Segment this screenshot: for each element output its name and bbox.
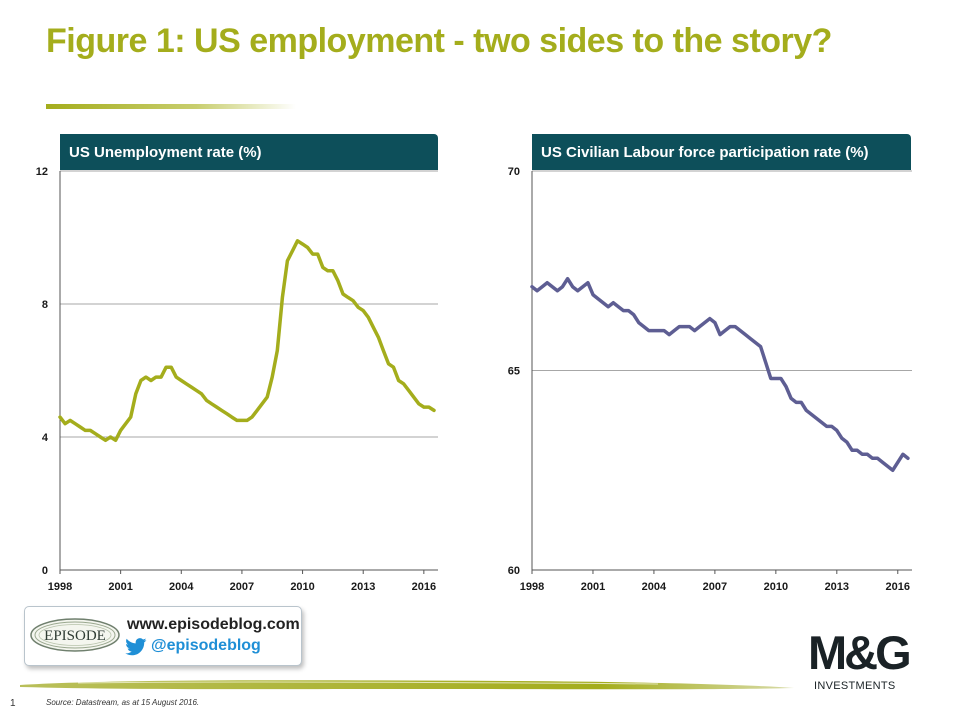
chart-2-series-line [530,276,910,473]
source-note: Source: Datastream, as at 15 August 2016… [46,698,200,707]
chart-2-y-tick-label: 70 [508,166,520,178]
chart-1-y-tick-label: 12 [36,166,48,178]
episode-logo-icon: EPISODE [30,618,120,652]
chart-1-x-tick-label: 2010 [290,581,314,593]
chart-1-x-tick-label: 2004 [169,581,194,593]
page-number: 1 [10,698,16,709]
chart-2-x-tick-label: 2013 [825,581,849,593]
chart-2-x-tick-label: 2010 [764,581,788,593]
chart-1-y-tick-label: 0 [42,565,48,577]
chart-1-x-tick-label: 1998 [48,581,72,593]
chart-2-y-tick-label: 60 [508,565,520,577]
brush-stroke-divider [20,680,794,690]
mg-investments-logo: M&G INVESTMENTS [808,628,938,700]
chart-1-title: US Unemployment rate (%) [60,134,438,170]
chart-1-x-tick-label: 2001 [108,581,132,593]
chart-2-y-tick-label: 65 [508,366,520,378]
chart-2-title: US Civilian Labour force participation r… [532,134,911,170]
chart-1-y-tick-label: 8 [42,299,48,311]
chart-1-x-tick-label: 2007 [230,581,254,593]
chart-2-x-tick-label: 2001 [581,581,605,593]
chart-2-x-tick-label: 2004 [642,581,667,593]
twitter-handle-link[interactable]: @episodeblog [151,637,261,654]
chart-1-series-line [58,239,436,443]
blog-url-link[interactable]: www.episodeblog.com [127,616,300,633]
title-underline [46,104,296,109]
page-title: Figure 1: US employment - two sides to t… [46,22,832,60]
chart-2-x-tick-label: 1998 [520,581,544,593]
chart-1-y-tick-label: 4 [42,432,49,444]
mg-logo-subtitle: INVESTMENTS [814,680,896,692]
chart-2-x-tick-label: 2016 [886,581,910,593]
blog-badge[interactable]: EPISODE www.episodeblog.com @episodeblog [24,606,302,666]
chart-2-x-tick-label: 2007 [703,581,727,593]
episode-logo-text: EPISODE [44,628,106,644]
chart-1-x-tick-label: 2016 [412,581,436,593]
chart-1-x-tick-label: 2013 [351,581,375,593]
twitter-bird-icon [125,638,147,656]
mg-logo-mark: M&G [808,626,912,679]
